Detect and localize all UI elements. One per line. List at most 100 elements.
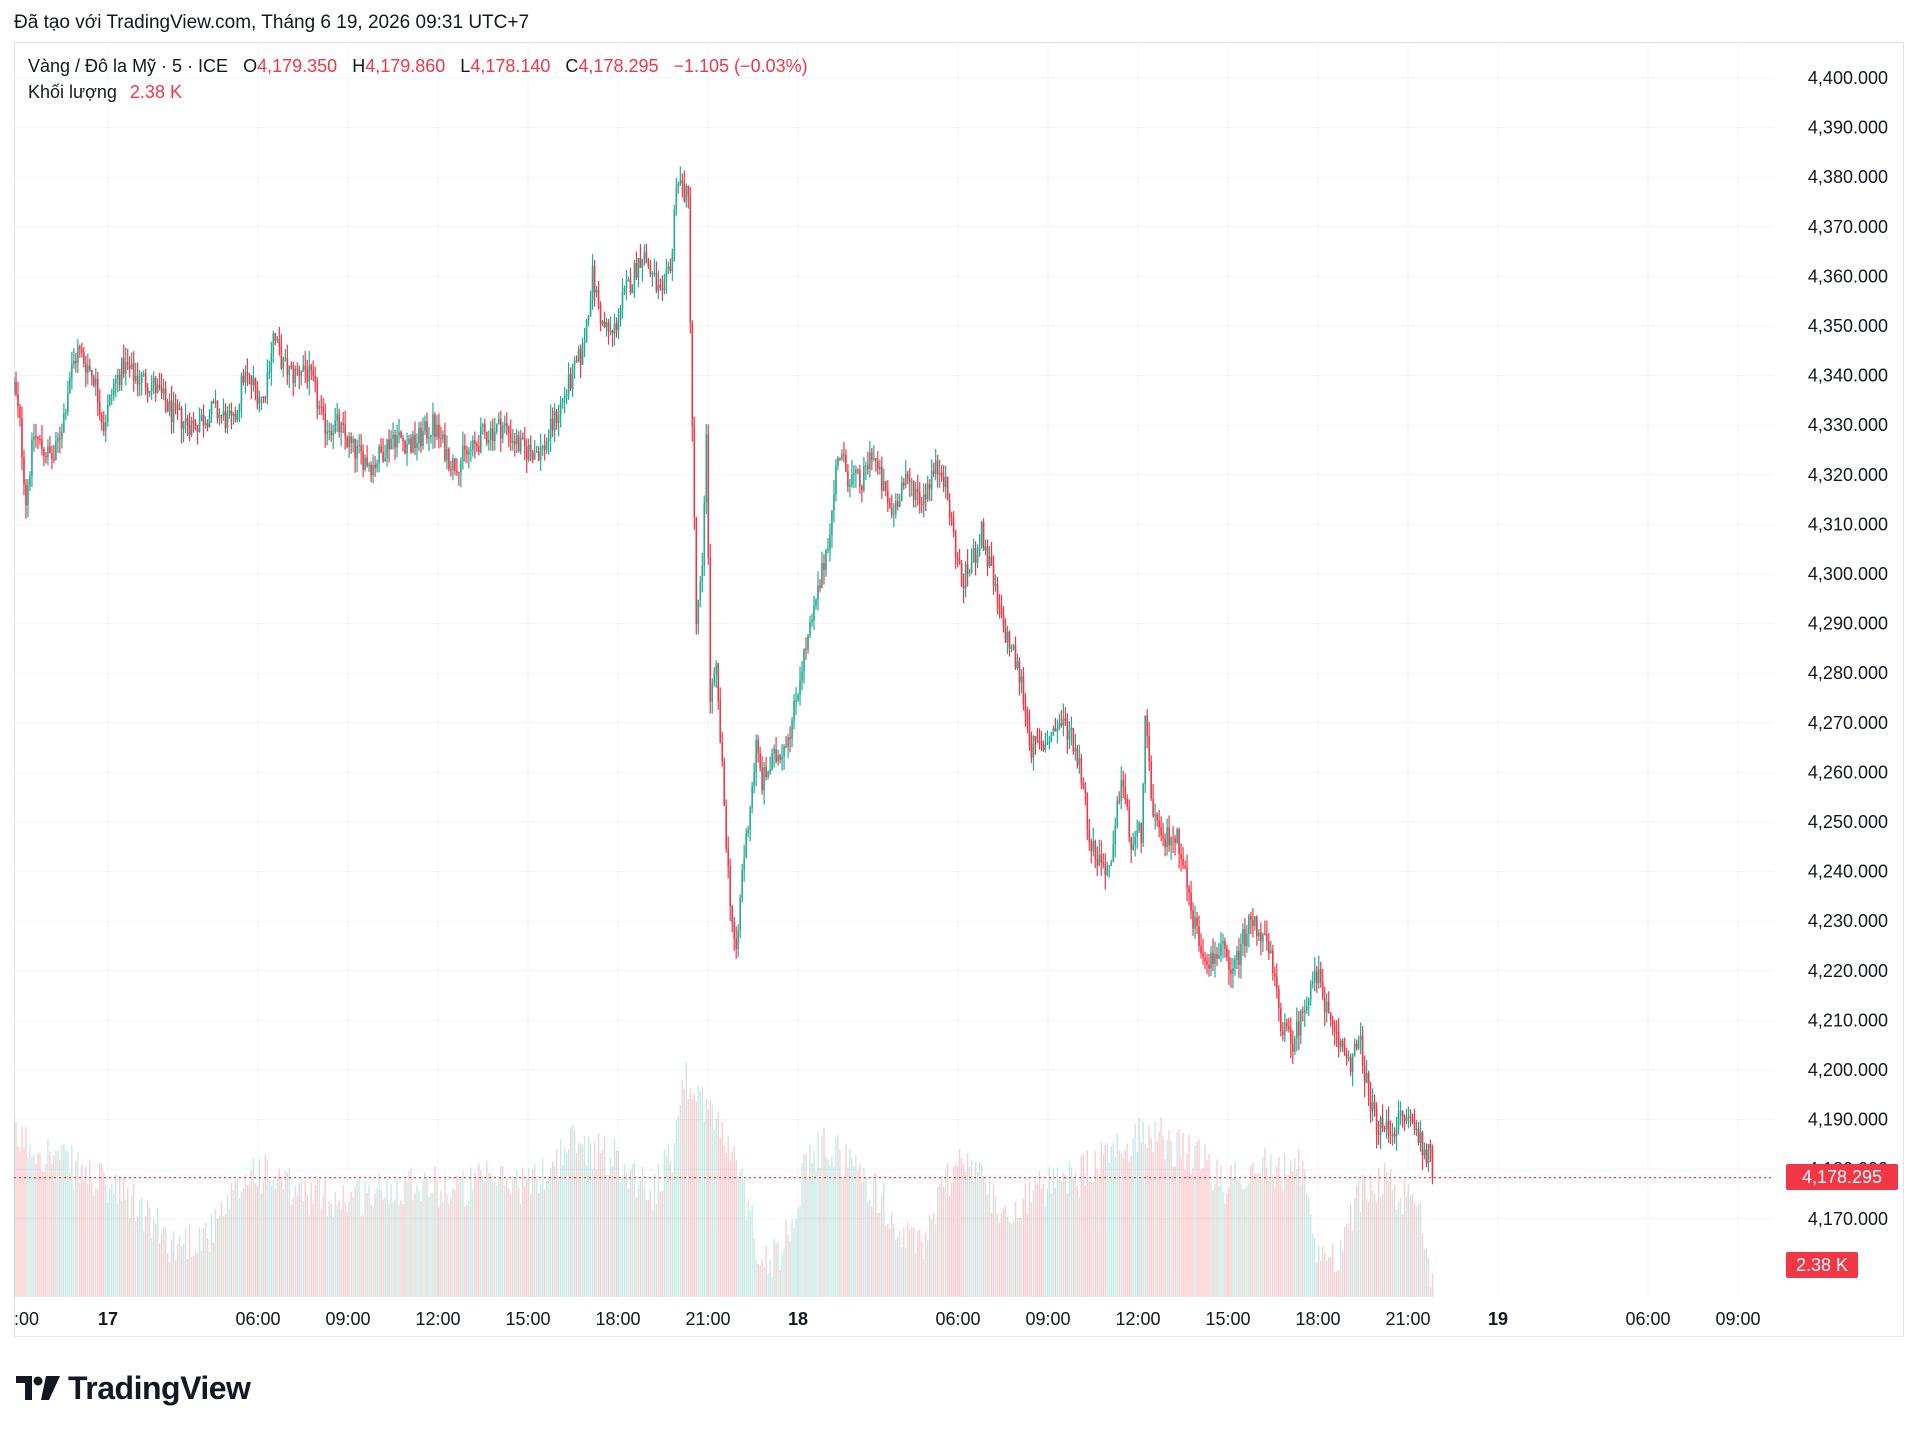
candle-body bbox=[523, 439, 526, 447]
candle-body bbox=[470, 449, 472, 452]
volume-bar bbox=[252, 1157, 255, 1297]
price-axis: 4,170.0004,180.0004,190.0004,200.0004,21… bbox=[1808, 68, 1888, 1229]
volume-bar bbox=[998, 1223, 1001, 1297]
volume-bar bbox=[396, 1178, 398, 1297]
volume-bar bbox=[1118, 1150, 1120, 1297]
volume-bar bbox=[557, 1175, 560, 1297]
candle-body bbox=[1321, 981, 1324, 998]
candle-body bbox=[240, 375, 243, 404]
candle-body bbox=[930, 471, 933, 489]
candle-body bbox=[639, 258, 642, 268]
volume-bar bbox=[823, 1127, 825, 1297]
volume-bar bbox=[687, 1098, 690, 1297]
candle-body bbox=[73, 360, 75, 365]
volume-bar bbox=[224, 1213, 227, 1297]
candle-body bbox=[1114, 825, 1117, 845]
candle-body bbox=[968, 573, 971, 575]
volume-bar bbox=[669, 1161, 672, 1297]
candle-body bbox=[300, 371, 303, 376]
volume-bar bbox=[671, 1172, 674, 1297]
volume-bar bbox=[256, 1186, 259, 1297]
candle-body bbox=[322, 407, 325, 414]
volume-bar bbox=[1180, 1158, 1182, 1297]
candle-body bbox=[454, 458, 456, 472]
candle-body bbox=[1086, 793, 1089, 830]
candle-body bbox=[1351, 1056, 1354, 1072]
symbol-label[interactable]: Vàng / Đô la Mỹ · 5 · ICE bbox=[28, 56, 229, 76]
volume-bar bbox=[1220, 1165, 1222, 1297]
candle-body bbox=[793, 700, 795, 721]
volume-bar bbox=[1226, 1193, 1228, 1297]
candle-body bbox=[132, 363, 135, 381]
volume-bar bbox=[121, 1201, 123, 1297]
volume-bar bbox=[372, 1207, 374, 1297]
candle-body bbox=[106, 404, 109, 423]
volume-bar bbox=[1202, 1167, 1204, 1297]
volume-bar bbox=[787, 1234, 789, 1297]
candle-body bbox=[789, 737, 791, 740]
volume-bar bbox=[406, 1181, 408, 1297]
volume-bar bbox=[595, 1169, 598, 1297]
candle-body bbox=[1341, 1040, 1344, 1047]
volume-bar bbox=[484, 1181, 486, 1297]
candle-body bbox=[741, 869, 743, 899]
volume-bar bbox=[1130, 1155, 1132, 1297]
volume-bar bbox=[1385, 1171, 1388, 1297]
volume-bar bbox=[29, 1144, 31, 1297]
volume-legend: Khối lượng 2.38 K bbox=[28, 82, 182, 103]
volume-bar bbox=[330, 1203, 332, 1297]
volume-bar bbox=[282, 1188, 285, 1297]
candle-body bbox=[607, 322, 610, 332]
candle-body bbox=[994, 584, 997, 586]
candle-body bbox=[797, 695, 799, 701]
volume-bar bbox=[420, 1201, 422, 1297]
volume-bar bbox=[1343, 1227, 1346, 1297]
volume-bar bbox=[87, 1183, 89, 1297]
candle-body bbox=[1232, 968, 1234, 974]
volume-bar bbox=[23, 1147, 25, 1297]
volume-bar bbox=[1409, 1195, 1412, 1297]
candle-body bbox=[1172, 837, 1174, 839]
candle-body bbox=[47, 446, 49, 458]
candle-body bbox=[669, 266, 672, 271]
volume-bar bbox=[673, 1143, 676, 1297]
volume-bar bbox=[131, 1195, 133, 1297]
candle-body bbox=[27, 485, 29, 506]
candle-body bbox=[1200, 945, 1202, 954]
candle-body bbox=[310, 365, 313, 371]
volume-bar bbox=[526, 1179, 528, 1297]
volume-bar bbox=[793, 1228, 795, 1297]
volume-bar bbox=[39, 1153, 41, 1297]
candle-body bbox=[1278, 989, 1280, 1009]
candle-body bbox=[85, 363, 87, 373]
chart-plot[interactable]: 4,170.0004,180.0004,190.0004,200.0004,21… bbox=[14, 42, 1904, 1337]
candle-body bbox=[1226, 948, 1228, 958]
volume-bar bbox=[1198, 1140, 1200, 1297]
volume-bar bbox=[1425, 1247, 1428, 1297]
candle-body bbox=[1309, 984, 1312, 1000]
candle-body bbox=[1224, 941, 1226, 949]
candle-body bbox=[1236, 951, 1238, 960]
volume-bar bbox=[1240, 1184, 1242, 1297]
volume-bar bbox=[773, 1239, 775, 1297]
volume-bar bbox=[1288, 1175, 1290, 1297]
candle-body bbox=[1401, 1110, 1404, 1117]
volume-bar bbox=[308, 1214, 310, 1297]
volume-key[interactable]: Khối lượng bbox=[28, 82, 117, 102]
volume-bar bbox=[416, 1184, 418, 1297]
candle-body bbox=[803, 648, 805, 672]
candle-body bbox=[1020, 676, 1023, 683]
volume-bar bbox=[214, 1208, 217, 1297]
candle-body bbox=[900, 482, 903, 502]
volume-bar bbox=[1060, 1182, 1063, 1297]
volume-bar bbox=[33, 1154, 35, 1297]
volume-bar bbox=[805, 1153, 807, 1297]
volume-bar bbox=[41, 1170, 43, 1297]
candle-body bbox=[184, 418, 187, 422]
candle-body bbox=[384, 457, 386, 462]
candle-body bbox=[254, 378, 257, 387]
volume-bar bbox=[280, 1177, 283, 1297]
candle-body bbox=[434, 414, 436, 437]
tradingview-logo[interactable]: TradingView bbox=[16, 1368, 251, 1408]
candle-body bbox=[873, 458, 875, 460]
